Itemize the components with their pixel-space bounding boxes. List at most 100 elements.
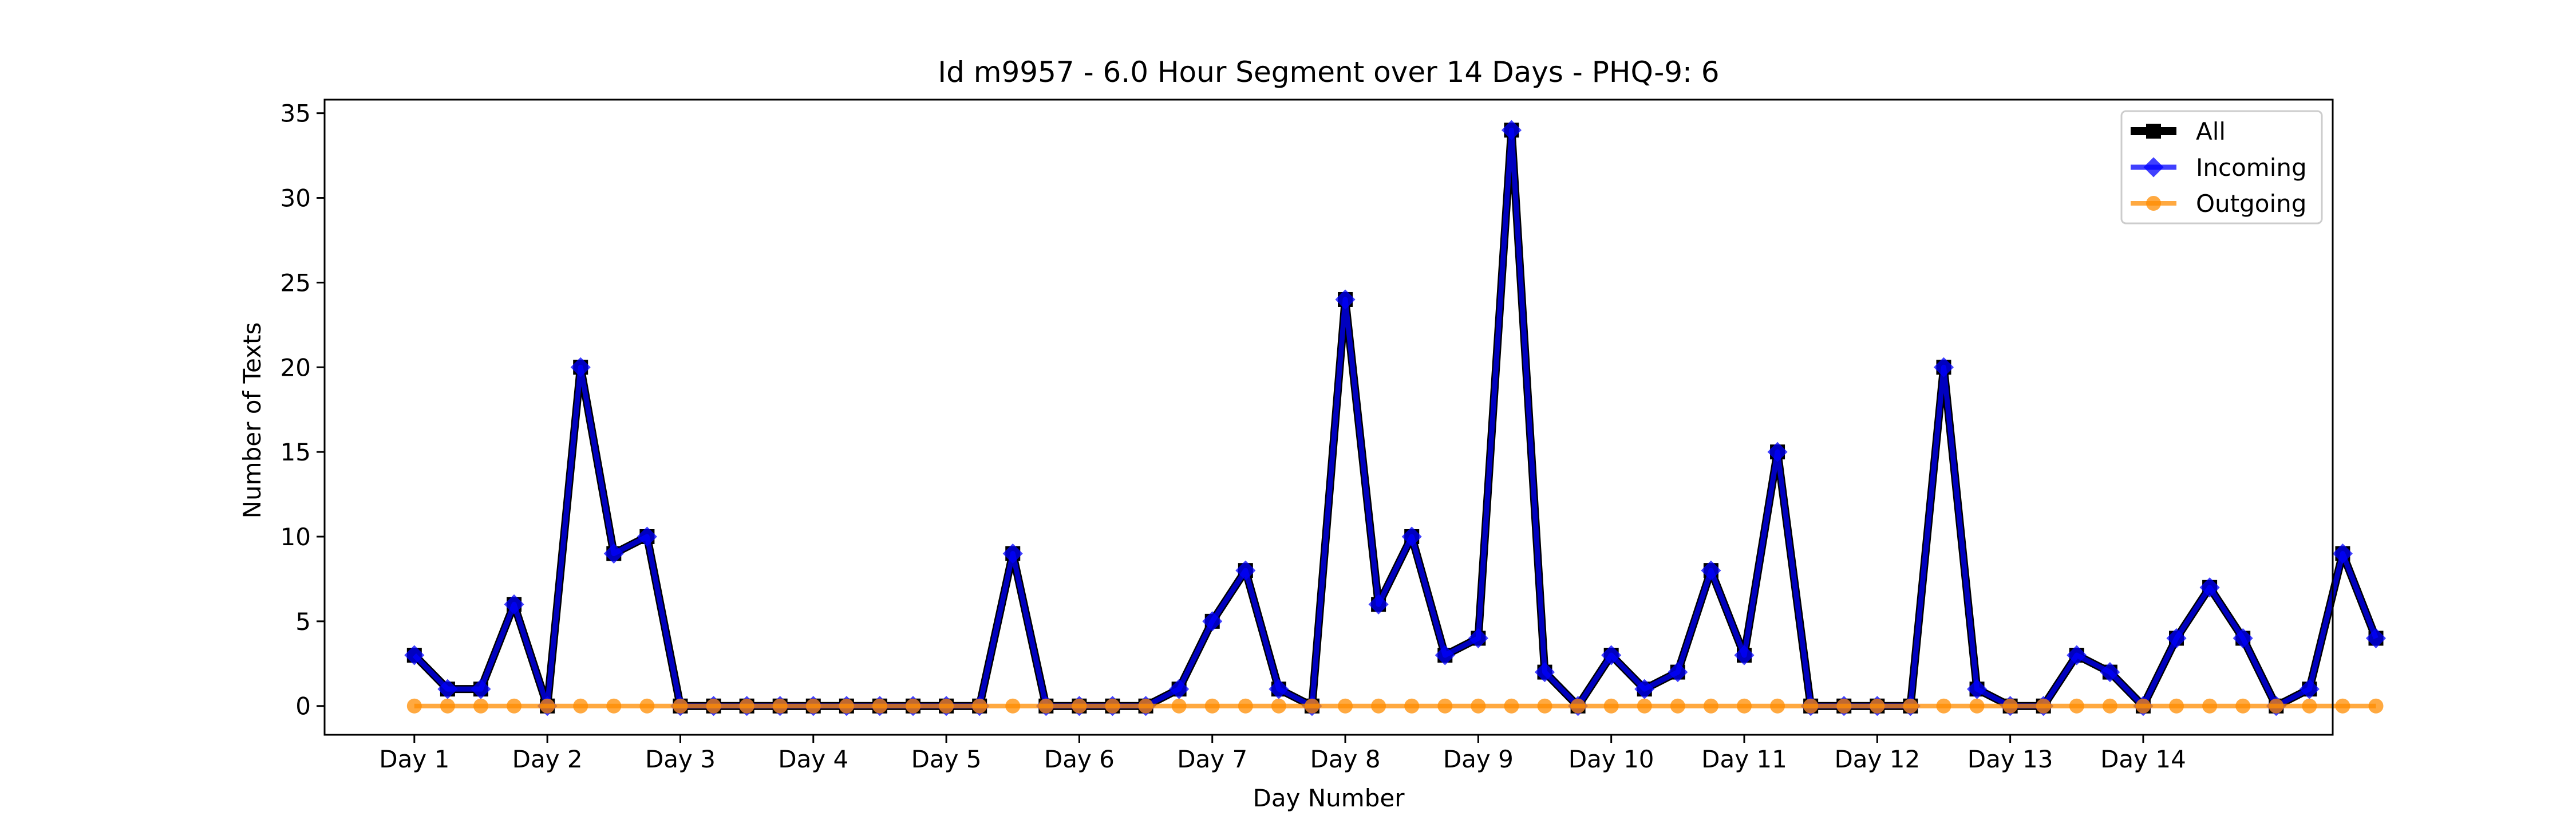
- y-axis-ticks: 0 5 10 15 20 25 30 35: [280, 100, 325, 720]
- data-point-outgoing: [2335, 698, 2350, 714]
- data-point-outgoing: [1969, 698, 1985, 714]
- data-point-outgoing: [2002, 698, 2018, 714]
- data-point-outgoing: [1171, 698, 1187, 714]
- data-point-outgoing: [606, 698, 622, 714]
- x-tick-label: Day 4: [778, 745, 848, 773]
- data-point-incoming: [404, 645, 425, 665]
- series-outgoing: [406, 698, 2384, 714]
- data-point-outgoing: [1404, 698, 1420, 714]
- data-point-outgoing: [1736, 698, 1752, 714]
- x-tick-label: Day 14: [2100, 745, 2186, 773]
- legend-marker: [2146, 196, 2161, 211]
- x-tick-label: Day 7: [1177, 745, 1247, 773]
- legend-frame: [2120, 110, 2323, 225]
- data-point-outgoing: [1005, 698, 1021, 714]
- data-point-incoming: [1668, 662, 1688, 683]
- data-point-incoming: [2332, 544, 2353, 564]
- x-tick-label: Day 9: [1443, 745, 1514, 773]
- data-point-incoming: [637, 526, 657, 547]
- data-point-outgoing: [2102, 698, 2117, 714]
- data-point-incoming: [2100, 662, 2120, 683]
- data-point-incoming: [1169, 679, 1190, 699]
- legend: All Incoming Outgoing: [2120, 110, 2323, 225]
- legend-label: Outgoing: [2196, 190, 2306, 218]
- data-point-outgoing: [1038, 698, 1054, 714]
- data-point-incoming: [471, 679, 491, 699]
- data-point-outgoing: [2135, 698, 2151, 714]
- data-point-incoming: [2166, 628, 2187, 648]
- data-point-outgoing: [1371, 698, 1386, 714]
- y-tick-label: 25: [280, 269, 311, 297]
- data-point-outgoing: [906, 698, 921, 714]
- data-point-outgoing: [2069, 698, 2084, 714]
- y-tick-label: 5: [295, 608, 311, 636]
- data-point-outgoing: [1072, 698, 1087, 714]
- data-point-outgoing: [839, 698, 854, 714]
- data-point-incoming: [1601, 645, 1622, 665]
- data-point-incoming: [603, 544, 624, 564]
- data-point-outgoing: [1770, 698, 1785, 714]
- data-point-outgoing: [1803, 698, 1819, 714]
- x-tick-label: Day 12: [1834, 745, 1920, 773]
- data-point-incoming: [2233, 628, 2253, 648]
- data-point-outgoing: [805, 698, 821, 714]
- data-point-outgoing: [1271, 698, 1286, 714]
- data-point-incoming: [1468, 628, 1488, 648]
- x-tick-label: Day 3: [645, 745, 716, 773]
- data-point-outgoing: [2235, 698, 2251, 714]
- data-point-outgoing: [1637, 698, 1652, 714]
- data-point-outgoing: [507, 698, 522, 714]
- data-point-incoming: [1335, 289, 1356, 310]
- data-point-outgoing: [1570, 698, 1586, 714]
- data-point-incoming: [1269, 679, 1289, 699]
- y-tick-label: 35: [280, 100, 311, 128]
- data-point-outgoing: [1936, 698, 1951, 714]
- data-point-incoming: [1966, 679, 1988, 699]
- data-point-outgoing: [1105, 698, 1120, 714]
- legend-marker: [2143, 157, 2164, 178]
- data-point-outgoing: [2368, 698, 2384, 714]
- data-point-incoming: [1933, 357, 1954, 377]
- data-point-outgoing: [573, 698, 588, 714]
- data-point-outgoing: [772, 698, 788, 714]
- data-point-outgoing: [1338, 698, 1353, 714]
- data-point-outgoing: [1836, 698, 1852, 714]
- legend-item-outgoing: Outgoing: [2131, 190, 2306, 218]
- x-tick-label: Day 1: [379, 745, 449, 773]
- data-point-incoming: [1401, 526, 1422, 547]
- x-axis-ticks: Day 1 Day 2 Day 3 Day 4 Day 5 Day 6 Day 7 Day 8…: [379, 735, 2186, 773]
- x-tick-label: Day 6: [1044, 745, 1115, 773]
- data-point-incoming: [1534, 662, 1555, 683]
- x-tick-label: Day 2: [512, 745, 583, 773]
- x-tick-label: Day 10: [1568, 745, 1654, 773]
- data-point-outgoing: [1204, 698, 1220, 714]
- data-point-incoming: [1734, 645, 1755, 665]
- data-point-outgoing: [1903, 698, 1918, 714]
- data-point-outgoing: [473, 698, 488, 714]
- x-tick-label: Day 5: [911, 745, 982, 773]
- data-point-incoming: [2365, 628, 2387, 648]
- data-point-incoming: [2299, 679, 2320, 699]
- data-point-outgoing: [2169, 698, 2184, 714]
- legend-label: All: [2196, 117, 2226, 145]
- data-point-outgoing: [972, 698, 987, 714]
- data-point-outgoing: [2302, 698, 2317, 714]
- data-point-incoming: [1235, 560, 1256, 581]
- data-point-outgoing: [440, 698, 455, 714]
- data-point-outgoing: [706, 698, 721, 714]
- data-point-outgoing: [2269, 698, 2284, 714]
- data-point-outgoing: [1471, 698, 1486, 714]
- chart-title: Id m9957 - 6.0 Hour Segment over 14 Days…: [938, 56, 1719, 89]
- legend-item-all: All: [2131, 117, 2226, 145]
- x-tick-label: Day 13: [1967, 745, 2053, 773]
- data-point-incoming: [2199, 577, 2220, 598]
- legend-marker: [2146, 124, 2161, 139]
- legend-label: Incoming: [2196, 153, 2307, 182]
- data-point-outgoing: [406, 698, 422, 714]
- data-point-outgoing: [540, 698, 555, 714]
- series-layer: [404, 120, 2387, 716]
- y-tick-label: 10: [280, 523, 311, 551]
- data-point-incoming: [1435, 645, 1455, 665]
- data-point-outgoing: [2202, 698, 2218, 714]
